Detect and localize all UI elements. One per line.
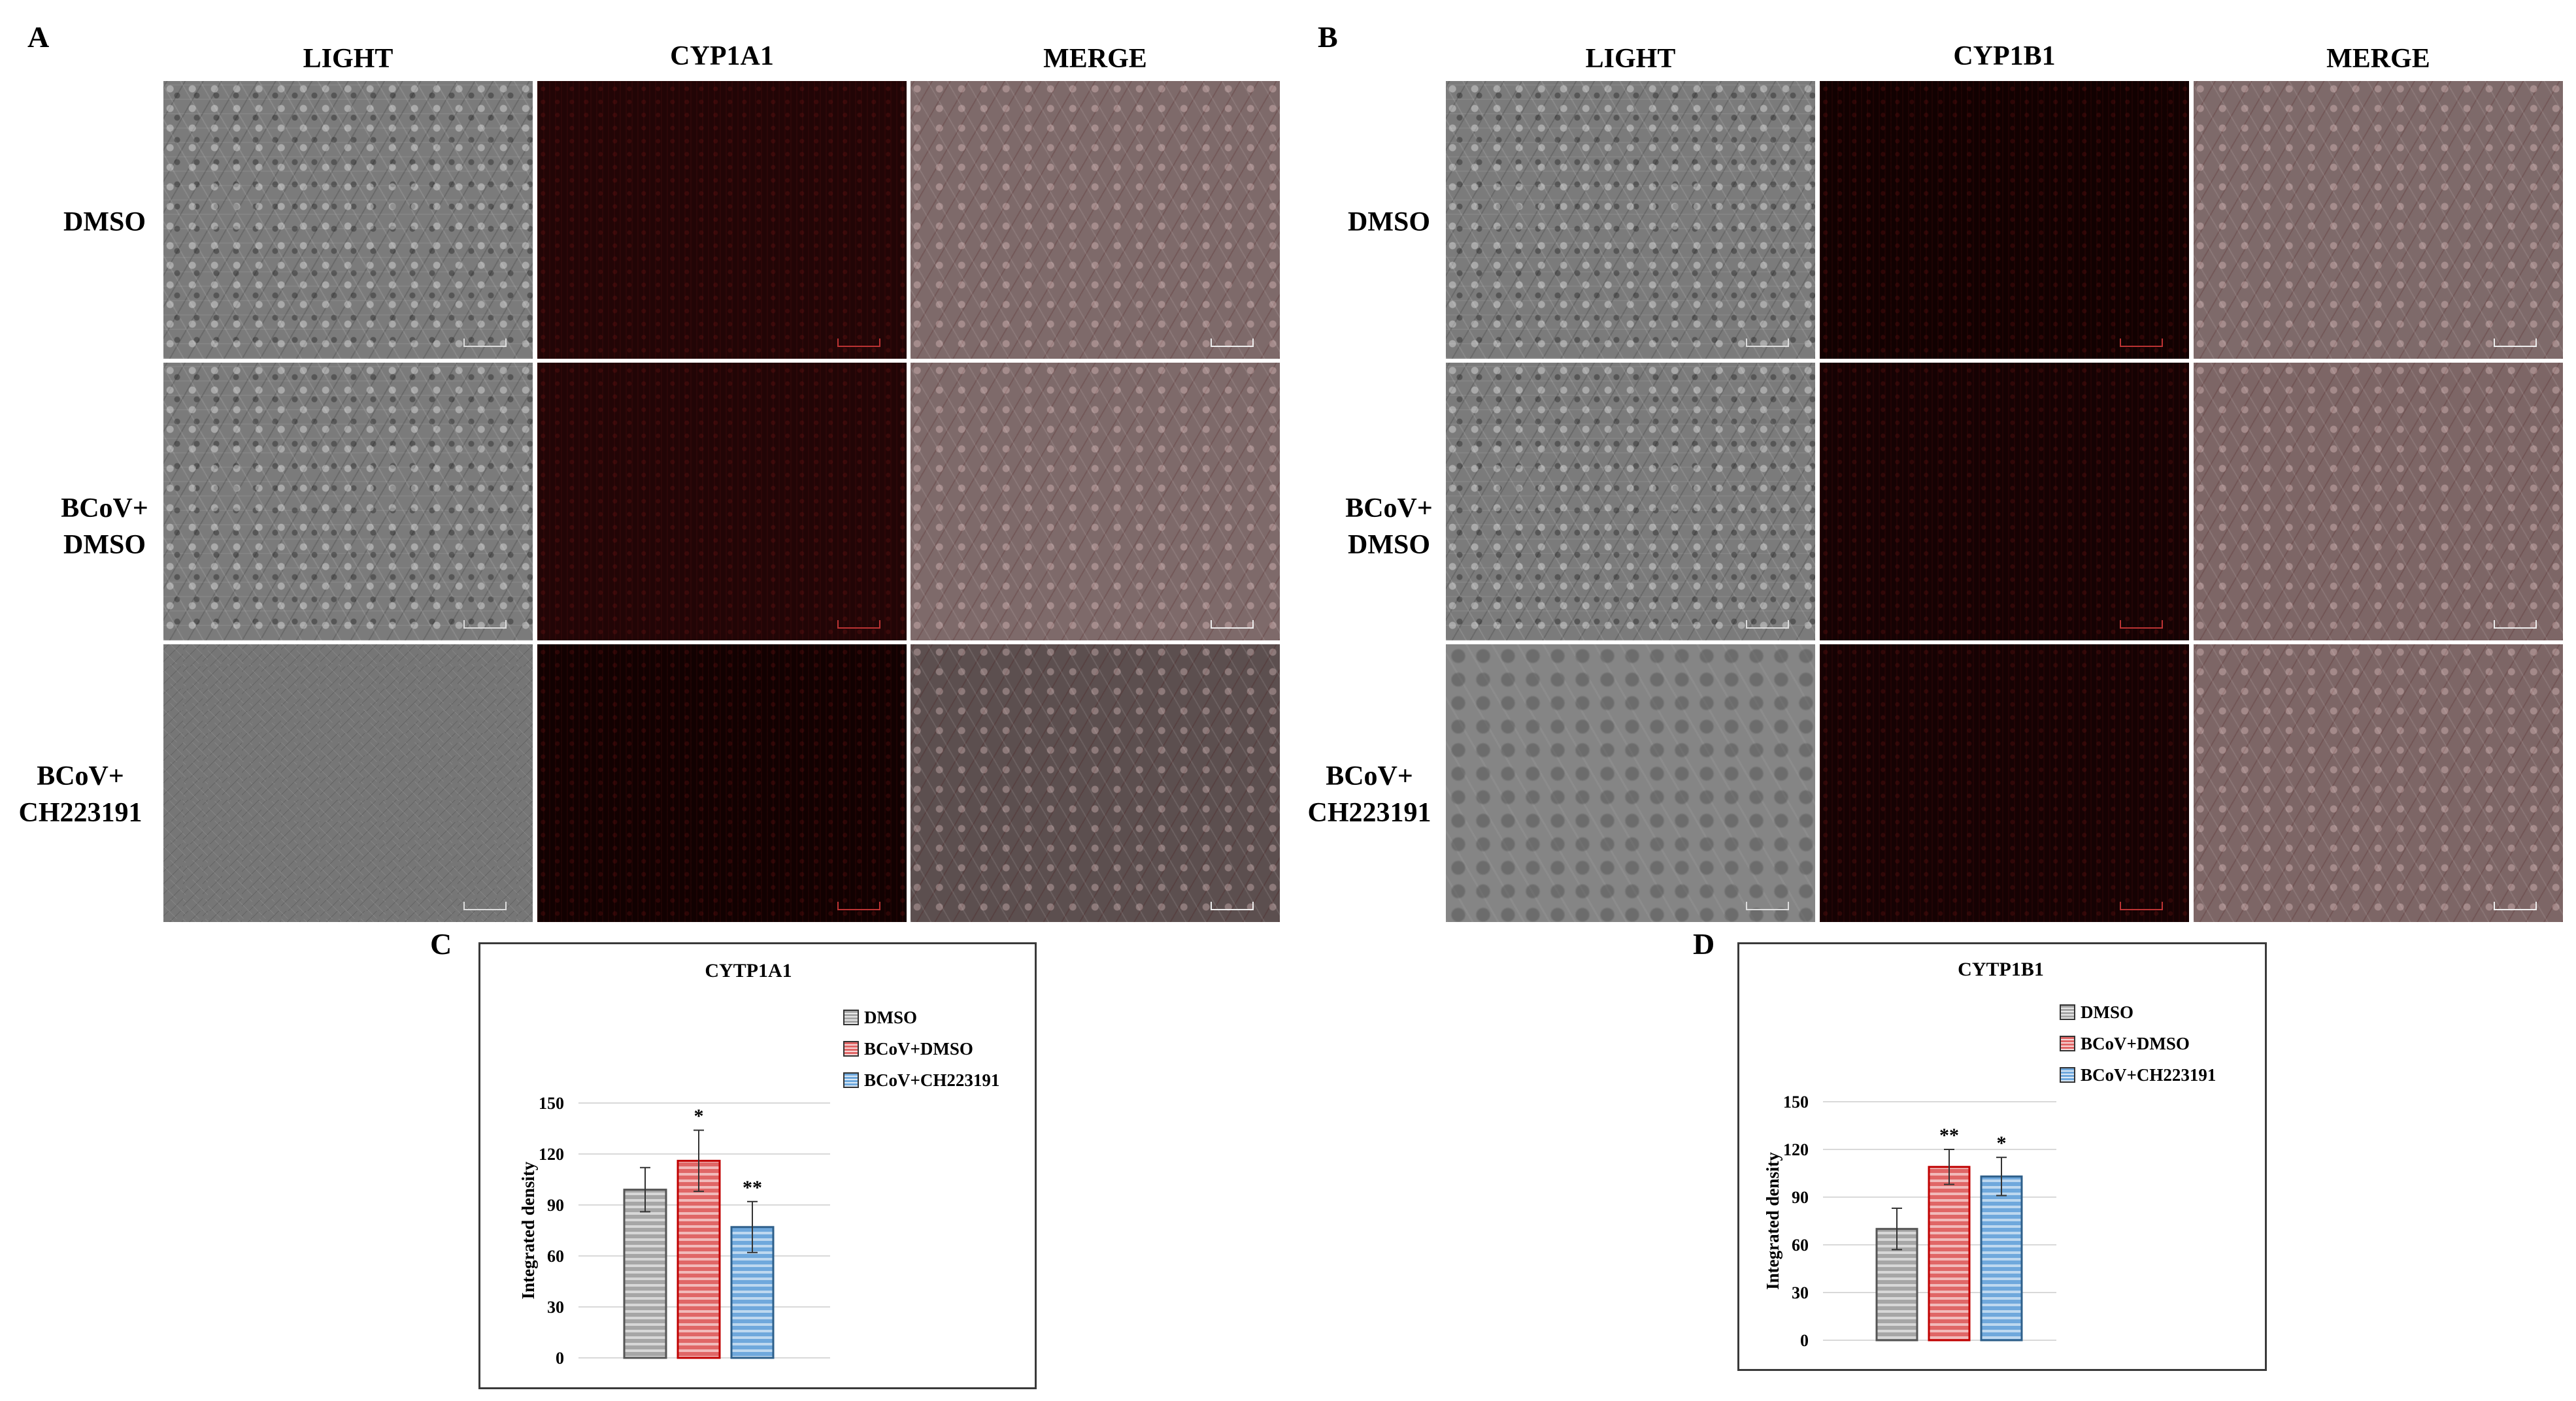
- legend-swatch-dmso: [2060, 1004, 2075, 1020]
- legend-swatch-bcov-ch223191: [843, 1072, 859, 1088]
- row-label-line: DMSO: [63, 530, 146, 560]
- legend-item-dmso: DMSO: [2060, 997, 2216, 1028]
- legend-swatch-bcov-dmso: [843, 1041, 859, 1057]
- panel-a-merge-dmso-image: [911, 81, 1280, 359]
- y-tick-label: 0: [556, 1349, 564, 1368]
- panel-a-light-bcov-dmso-image: [163, 363, 533, 640]
- y-tick-label: 60: [547, 1247, 564, 1266]
- significance-marker: *: [694, 1106, 704, 1127]
- panel-a-row-label-dmso: DMSO: [39, 204, 170, 240]
- significance-marker: *: [1997, 1132, 2007, 1154]
- chart-d-title: CYTP1B1: [1958, 959, 2044, 980]
- bar: [1928, 1166, 1971, 1342]
- y-tick-label: 150: [539, 1094, 564, 1113]
- legend-item-bcov-dmso: BCoV+DMSO: [843, 1033, 999, 1064]
- row-label-line: DMSO: [63, 207, 146, 237]
- legend-item-bcov-ch223191: BCoV+CH223191: [843, 1064, 999, 1096]
- row-label-line: CH223191: [1307, 798, 1431, 828]
- chart-d: CYTP1B1 0 30 60 90 120 150 Integrated density *…: [1737, 942, 2267, 1371]
- panel-c-letter: C: [430, 927, 452, 961]
- legend-label: BCoV+DMSO: [2081, 1033, 2190, 1053]
- panel-b-light-bcov-dmso-image: [1446, 363, 1815, 640]
- bar: [623, 1189, 667, 1359]
- panel-b-row-label-bcov-dmso: BCoV+ DMSO: [1320, 490, 1458, 563]
- panel-a-row-label-bcov-ch223191: BCoV+ CH223191: [5, 758, 156, 831]
- legend-label: BCoV+DMSO: [864, 1038, 973, 1059]
- panel-b-cyp1b1-bcov-ch223191-image: [1820, 644, 2189, 922]
- row-label-line: BCoV+: [37, 761, 124, 791]
- legend-label: DMSO: [864, 1007, 917, 1027]
- panel-a-light-bcov-ch223191-image: [163, 644, 533, 922]
- legend-item-bcov-ch223191: BCoV+CH223191: [2060, 1059, 2216, 1091]
- y-axis-label: Integrated density: [518, 1161, 538, 1299]
- panel-a-column-merge: MERGE: [1043, 44, 1147, 74]
- panel-b-cyp1b1-dmso-image: [1820, 81, 2189, 359]
- panel-b-column-cyp1b1: CYP1B1: [1953, 41, 2056, 71]
- y-axis-label: Integrated density: [1763, 1152, 1782, 1290]
- legend-label: BCoV+CH223191: [2081, 1064, 2216, 1085]
- row-label-line: DMSO: [1348, 530, 1430, 560]
- panel-b-merge-bcov-ch223191-image: [2194, 644, 2563, 922]
- y-tick-label: 0: [1800, 1331, 1809, 1350]
- y-tick-label: 30: [547, 1298, 564, 1317]
- panel-d-letter: D: [1693, 927, 1715, 961]
- legend-swatch-dmso: [843, 1010, 859, 1025]
- panel-b-row-label-bcov-ch223191: BCoV+ CH223191: [1294, 758, 1445, 831]
- chart-c-legend: DMSO BCoV+DMSO BCoV+CH223191: [843, 1002, 999, 1096]
- panel-b-column-light: LIGHT: [1585, 44, 1676, 74]
- row-label-line: BCoV+: [61, 493, 148, 523]
- legend-swatch-bcov-ch223191: [2060, 1067, 2075, 1083]
- panel-a-row-label-bcov-dmso: BCoV+ DMSO: [39, 490, 170, 563]
- chart-d-legend: DMSO BCoV+DMSO BCoV+CH223191: [2060, 997, 2216, 1091]
- chart-c-title: CYTP1A1: [705, 960, 792, 981]
- legend-item-bcov-dmso: BCoV+DMSO: [2060, 1028, 2216, 1059]
- panel-b-column-merge: MERGE: [2326, 44, 2430, 74]
- y-tick-label: 120: [539, 1145, 564, 1164]
- y-tick-label: 90: [1792, 1188, 1809, 1207]
- panel-a-cyp1a1-bcov-ch223191-image: [537, 644, 907, 922]
- panel-b-row-label-dmso: DMSO: [1320, 204, 1458, 240]
- legend-label: BCoV+CH223191: [864, 1070, 1000, 1090]
- panel-a-light-dmso-image: [163, 81, 533, 359]
- bar: [677, 1159, 721, 1359]
- panel-a-letter: A: [27, 20, 50, 54]
- row-label-line: BCoV+: [1345, 493, 1433, 523]
- panel-a-cyp1a1-bcov-dmso-image: [537, 363, 907, 640]
- panel-b-cyp1b1-bcov-dmso-image: [1820, 363, 2189, 640]
- row-label-line: CH223191: [18, 798, 142, 828]
- significance-marker: **: [743, 1177, 762, 1198]
- y-tick-label: 30: [1792, 1283, 1809, 1302]
- panel-a-merge-bcov-dmso-image: [911, 363, 1280, 640]
- legend-label: DMSO: [2081, 1002, 2133, 1022]
- panel-b-merge-bcov-dmso-image: [2194, 363, 2563, 640]
- legend-swatch-bcov-dmso: [2060, 1036, 2075, 1051]
- panel-a-column-cyp1a1: CYP1A1: [670, 41, 774, 71]
- panel-b-light-dmso-image: [1446, 81, 1815, 359]
- panel-a-merge-bcov-ch223191-image: [911, 644, 1280, 922]
- y-tick-label: 90: [547, 1196, 564, 1215]
- panel-b-letter: B: [1318, 20, 1338, 54]
- panel-b-light-bcov-ch223191-image: [1446, 644, 1815, 922]
- y-tick-label: 150: [1783, 1093, 1809, 1112]
- panel-a-column-light: LIGHT: [303, 44, 393, 74]
- legend-item-dmso: DMSO: [843, 1002, 999, 1033]
- bar: [1980, 1175, 2023, 1342]
- chart-c: CYTP1A1 0 30 60 90 120 150 Integrated density *…: [478, 942, 1037, 1389]
- panel-a-cyp1a1-dmso-image: [537, 81, 907, 359]
- row-label-line: BCoV+: [1326, 761, 1413, 791]
- significance-marker: **: [1939, 1125, 1959, 1146]
- y-tick-label: 60: [1792, 1236, 1809, 1255]
- y-tick-label: 120: [1783, 1140, 1809, 1159]
- panel-b-merge-dmso-image: [2194, 81, 2563, 359]
- row-label-line: DMSO: [1348, 207, 1430, 237]
